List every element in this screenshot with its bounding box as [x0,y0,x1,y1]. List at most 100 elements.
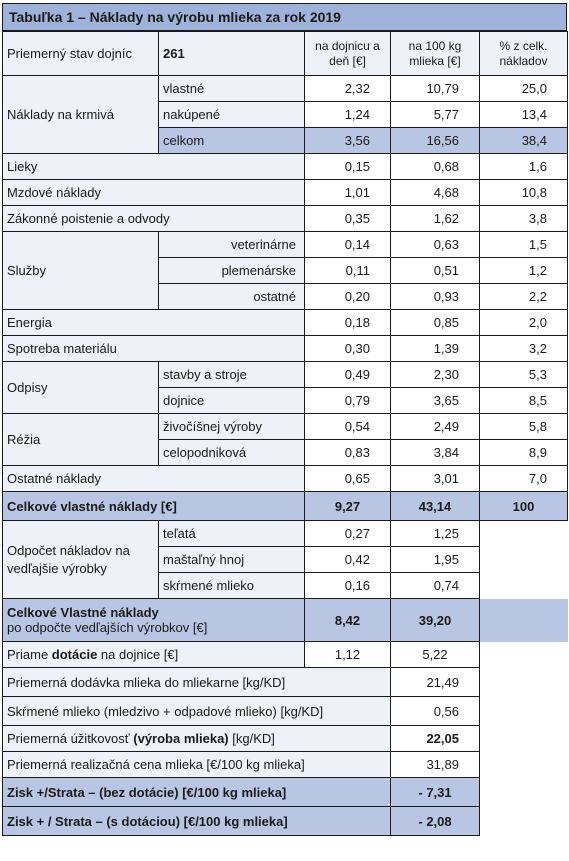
row-label: Priemerná dodávka mlieka do mliekarne [k… [2,667,391,697]
row-label: Priemerná úžitkovosť (výroba mlieka) [kg… [2,725,391,752]
value-per-100kg: 0,63 [390,231,480,258]
group-label-odpisy: Odpisy [2,361,159,414]
cost-table: Priemerný stav dojníc 261 na dojnicu a d… [2,31,568,836]
empty-cell [479,520,568,547]
value-per-cow-day: 1,01 [304,179,391,206]
table-row: celkom 3,56 16,56 38,4 [3,127,568,154]
row-value: 22,05 [390,725,480,752]
value-per-cow-day: 0,30 [304,335,391,362]
header-row: Priemerný stav dojníc 261 na dojnicu a d… [2,31,568,76]
row-label: Zisk + / Strata – (s dotáciou) [€/100 kg… [2,806,391,836]
value-per-100kg: 16,56 [390,127,480,154]
value-percent: 10,8 [479,179,568,206]
table-title: Tabuľka 1 – Náklady na výrobu mlieka za … [2,3,567,31]
row-label: Mzdové náklady [2,179,305,206]
row-label: celkom [158,127,305,154]
group-label-krmiva: Náklady na krmivá [2,75,159,154]
value-percent: 5,8 [479,413,568,440]
yield-label-post: [kg/KD] [228,731,275,746]
table-row: Ostatné náklady 0,65 3,01 7,0 [2,465,568,492]
row-label: ostatné [158,283,305,310]
value-percent: 1,2 [479,257,568,284]
empty-cell [479,725,568,752]
total-after-per-100kg: 39,20 [390,598,480,642]
value-percent: 1,5 [479,231,568,258]
col-per-100kg: na 100 kg mlieka [€] [390,31,480,76]
empty-cell [479,777,568,807]
table-row: skŕmené mlieko 0,16 0,74 [3,572,568,599]
total-percent: 100 [479,491,568,521]
table-row: Zákonné poistenie a odvody 0,35 1,62 3,8 [2,205,568,232]
row-label: maštaľný hnoj [158,546,305,573]
value-per-100kg: 4,68 [390,179,480,206]
value-per-cow-day: 0,83 [304,439,391,466]
total-after-label: Celkové Vlastné náklady po odpočte vedľa… [2,598,305,642]
row-label: Ostatné náklady [2,465,305,492]
value-per-cow-day: 0,54 [304,413,391,440]
value-percent: 3,8 [479,205,568,232]
row-label: Lieky [2,153,305,180]
value-per-cow-day: 0,27 [304,520,391,547]
total-after-deduction-row: Celkové Vlastné náklady po odpočte vedľa… [2,598,568,642]
table-row: Priemerná dodávka mlieka do mliekarne [k… [2,667,568,697]
row-label: veterinárne [158,231,305,258]
value-per-100kg: 3,65 [390,387,480,414]
value-per-100kg: 0,51 [390,257,480,284]
subsidy-label-bold: dotácie [51,647,98,662]
table-row: Služby veterinárne 0,14 0,63 1,5 [2,231,568,310]
value-per-100kg: 0,74 [390,572,480,599]
table-row: plemenárske 0,11 0,51 1,2 [3,257,568,284]
header-label: Priemerný stav dojníc [2,31,159,76]
value-percent: 7,0 [479,465,568,492]
value-per-cow-day: 0,14 [304,231,391,258]
table-row: Lieky 0,15 0,68 1,6 [2,153,568,180]
empty-cell [479,751,568,778]
table-row: Priemerná úžitkovosť (výroba mlieka) [kg… [2,725,568,752]
empty-cell [479,572,568,599]
table-row: Náklady na krmivá vlastné 2,32 10,79 25,… [2,75,568,154]
value-per-cow-day: 0,15 [304,153,391,180]
value-per-cow-day: 0,11 [304,257,391,284]
value-per-100kg: 3,01 [390,465,480,492]
value-percent: 2,0 [479,309,568,336]
table-row: Réžia živočíšnej výroby 0,54 2,49 5,8 [2,413,568,466]
total-row: Celkové vlastné náklady [€] 9,27 43,14 1… [2,491,568,521]
value-per-cow-day: 0,42 [304,546,391,573]
empty-cell [479,546,568,573]
value-per-cow-day: 0,18 [304,309,391,336]
value-per-100kg: 0,85 [390,309,480,336]
subsidy-label-post: na dojnice [€] [97,647,179,662]
row-label: Skŕmené mlieko (mledzivo + odpadové mlie… [2,696,391,726]
value-per-100kg: 1,95 [390,546,480,573]
row-label: stavby a stroje [158,361,305,388]
table-row: nakúpené 1,24 5,77 13,4 [3,101,568,128]
table-row: ostatné 0,20 0,93 2,2 [3,283,568,310]
table-row: maštaľný hnoj 0,42 1,95 [3,546,568,573]
empty-cell [479,641,568,668]
value-per-100kg: 1,25 [390,520,480,547]
value-percent: 25,0 [479,75,568,102]
row-value: 31,89 [390,751,480,778]
value-per-cow-day: 3,56 [304,127,391,154]
row-label: celopodniková [158,439,305,466]
table-row: Energia 0,18 0,85 2,0 [2,309,568,336]
row-label: plemenárske [158,257,305,284]
value-per-100kg: 3,84 [390,439,480,466]
value-per-cow-day: 0,65 [304,465,391,492]
value-per-100kg: 2,30 [390,361,480,388]
table-row: Priemerná realizačná cena mlieka [€/100 … [2,751,568,778]
row-label: dojnice [158,387,305,414]
value-percent: 8,5 [479,387,568,414]
value-per-cow-day: 0,49 [304,361,391,388]
total-label: Celkové vlastné náklady [€] [2,491,305,521]
value-percent: 13,4 [479,101,568,128]
header-herd-count: 261 [158,31,305,76]
value-per-100kg: 0,68 [390,153,480,180]
row-label: živočíšnej výroby [158,413,305,440]
empty-cell [479,598,568,642]
value-per-cow-day: 0,20 [304,283,391,310]
value-per-cow-day: 0,16 [304,572,391,599]
total-after-per-cow-day: 8,42 [304,598,391,642]
value-percent: 5,3 [479,361,568,388]
table-row: Spotreba materiálu 0,30 1,39 3,2 [2,335,568,362]
